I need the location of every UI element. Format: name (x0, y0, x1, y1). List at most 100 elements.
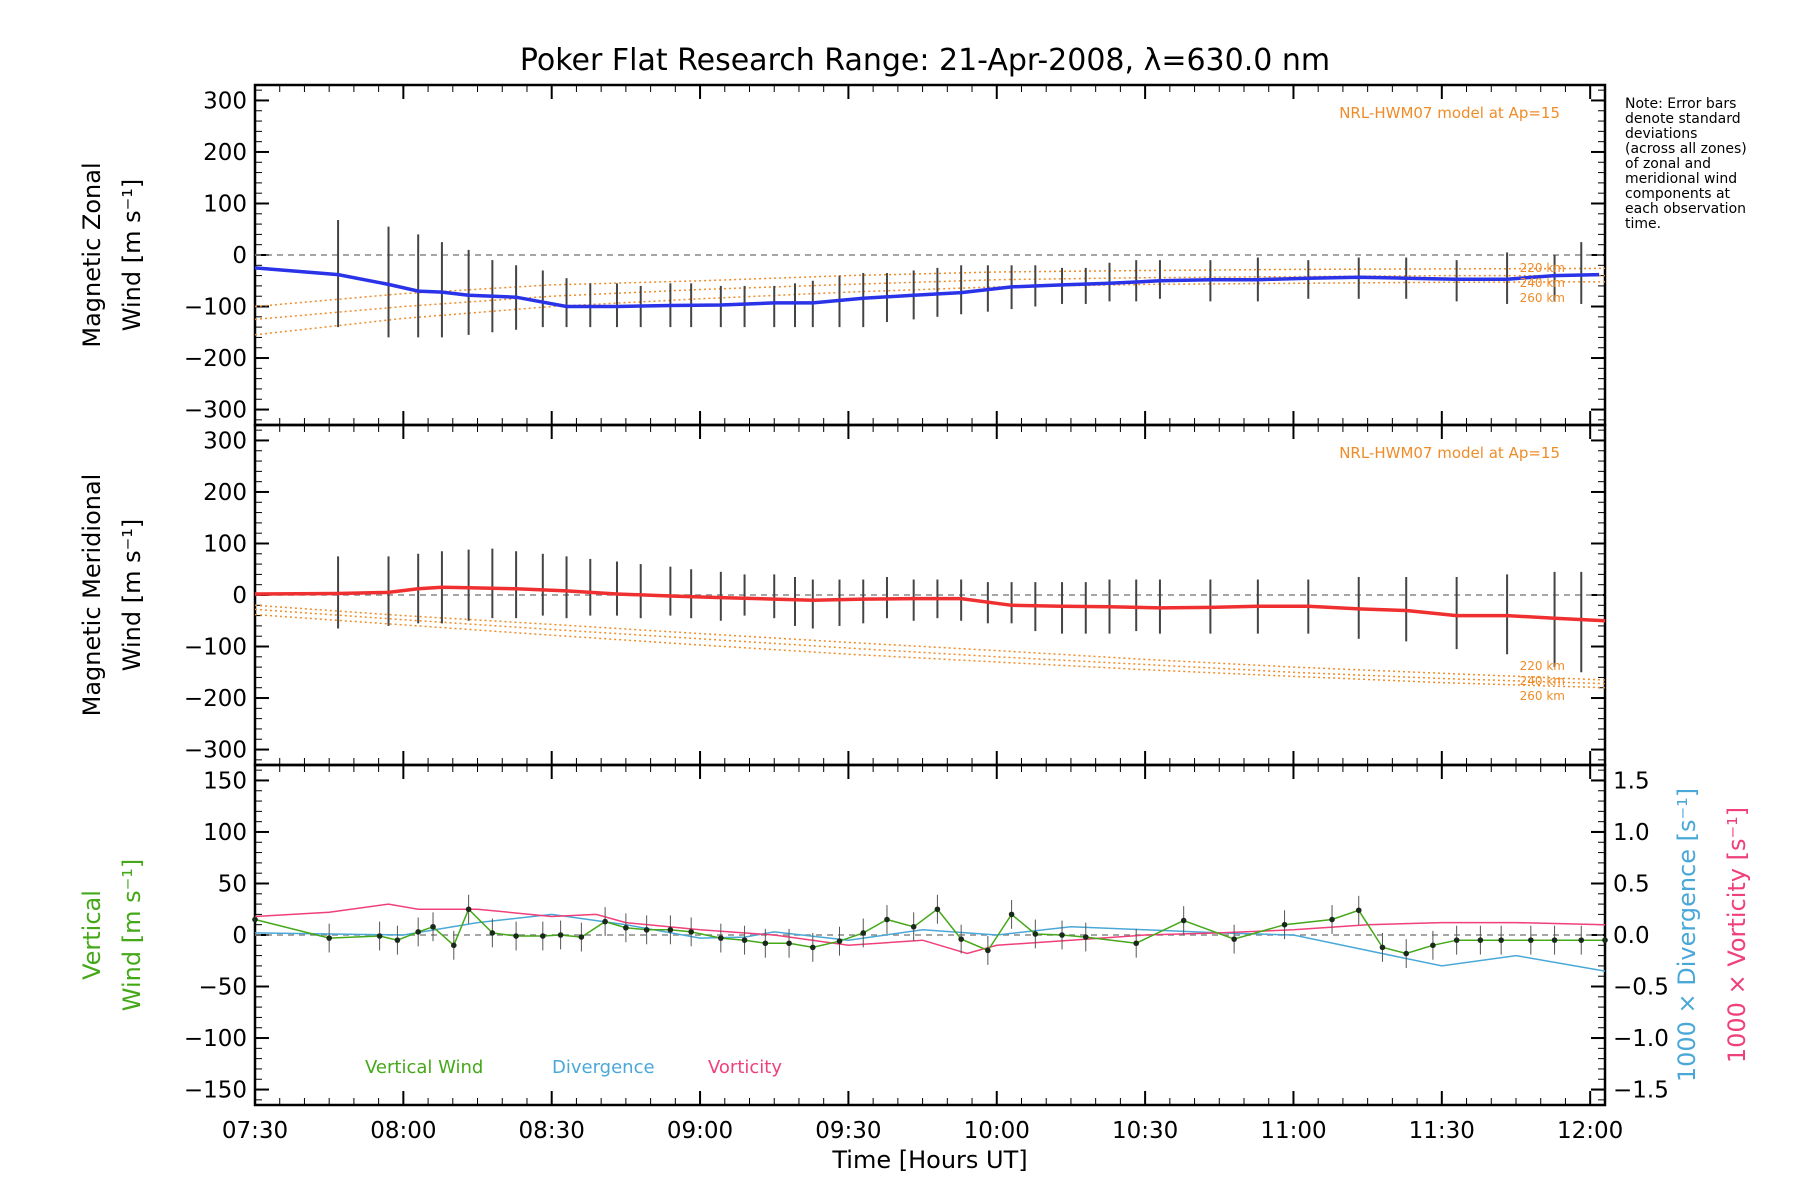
vertical-tick-label: 0 (232, 923, 247, 949)
vertical-wind-point (1355, 907, 1362, 914)
meridional-model-label: NRL-HWM07 model at Ap=15 (1339, 444, 1560, 462)
zonal-ylabel-line2: Wind [m s⁻¹] (118, 179, 146, 331)
zonal-model-alt-220: 220 km (1520, 261, 1565, 275)
vertical-wind-point (430, 923, 436, 930)
x-tick-label: 10:30 (1112, 1118, 1178, 1144)
vorticity-ylabel: 1000 × Vorticity [s⁻¹] (1723, 807, 1751, 1063)
vertical-wind-point (934, 906, 941, 913)
x-tick-label: 11:00 (1260, 1118, 1326, 1144)
vertical-tick-label: −100 (184, 1026, 247, 1052)
vertical-wind-point (1578, 937, 1585, 943)
meridional-tick-label: 0 (232, 583, 247, 609)
x-tick-label: 08:30 (519, 1118, 585, 1144)
divergence-ylabel: 1000 × Divergence [s⁻¹] (1673, 788, 1701, 1082)
figure-title: Poker Flat Research Range: 21-Apr-2008, … (520, 43, 1330, 78)
vertical-y2-tick-label: 1.5 (1613, 768, 1650, 794)
vertical-xtick-group: 07:30 08:00 08:30 09:00 09:30 10:00 10:30 11:00… (222, 765, 1623, 1144)
meridional-tick-label: 300 (203, 428, 247, 454)
vertical-wind-point (450, 942, 457, 949)
vertical-ylabel-line2: Wind [m s⁻¹] (118, 859, 146, 1011)
x-tick-label: 07:30 (222, 1118, 288, 1144)
vertical-wind-point (1477, 937, 1484, 943)
meridional-panel: 300 200 100 0 −100 −200 −300 Magnetic Meridion… (78, 423, 1607, 767)
meridional-model-line (254, 604, 1606, 681)
meridional-tick-label: −200 (184, 686, 247, 712)
meridional-tick-label: 200 (203, 480, 247, 506)
note-line: of zonal and (1625, 156, 1711, 172)
vertical-wind-point (1032, 931, 1039, 937)
vertical-wind-point (540, 933, 546, 939)
note-line: deviations (1625, 126, 1697, 142)
vertical-y2-tick-label: 1.0 (1613, 820, 1650, 846)
x-tick-label: 08:00 (370, 1118, 436, 1144)
zonal-mean-line (254, 266, 1600, 309)
x-tick-label: 09:30 (815, 1118, 881, 1144)
vertical-wind-point (786, 940, 792, 947)
meridional-tick-label: −300 (184, 738, 247, 764)
zonal-model-alt-240: 240 km (1520, 276, 1565, 290)
vertical-wind-point (1528, 937, 1534, 943)
vertical-y2-tick-label: 0.0 (1613, 923, 1650, 949)
zonal-ylabel-line1: Magnetic Zonal (78, 162, 106, 347)
vertical-wind-point (810, 944, 816, 951)
vertical-y2-tick-label: −1.5 (1613, 1078, 1669, 1104)
zonal-ytick-group: 300 200 100 0 −100 −200 −300 (184, 85, 1605, 425)
divergence-line (254, 913, 1606, 972)
vertical-wind-point (910, 923, 917, 930)
x-tick-label: 11:30 (1409, 1118, 1475, 1144)
vertical-tick-label: 150 (203, 768, 247, 794)
vertical-wind-point (1379, 944, 1386, 951)
vertical-wind-point (394, 937, 401, 943)
note-line: meridional wind (1625, 171, 1737, 187)
x-tick-label: 10:00 (964, 1118, 1030, 1144)
meridional-model-alt-240: 240 km (1520, 674, 1565, 688)
vertical-wind-point (578, 934, 585, 940)
zonal-tick-label: −100 (184, 295, 247, 321)
vertical-wind-point (465, 906, 472, 913)
vertical-point-group (252, 906, 1608, 957)
vertical-wind-point (1453, 937, 1460, 943)
vertical-y2-tick-label: −1.0 (1613, 1026, 1669, 1052)
zonal-model-label: NRL-HWM07 model at Ap=15 (1339, 104, 1560, 122)
vertical-wind-point (602, 918, 608, 925)
vertical-wind-point (252, 916, 258, 923)
vertical-wind-point (1281, 921, 1288, 928)
meridional-model-alt-220: 220 km (1520, 659, 1565, 673)
zonal-panel: 300 200 100 0 −100 −200 −300 Magnetic Zonal Wi… (78, 83, 1607, 427)
meridional-model-group (254, 604, 1606, 689)
vertical-wind-point (376, 933, 383, 939)
vertical-wind-point (513, 933, 519, 939)
vertical-wind-point (1403, 950, 1410, 957)
x-tick-label: 09:00 (667, 1118, 733, 1144)
zonal-tick-label: −300 (184, 398, 247, 424)
vertical-panel: 150 100 50 0 −50 −100 −150 1.5 1.0 0.5 0.0 −0.5 −1.… (78, 763, 1751, 1174)
vertical-wind-point (1082, 934, 1089, 940)
note-line: components at (1625, 186, 1731, 202)
vertical-ytick-group: 150 100 50 0 −50 −100 −150 (184, 768, 1605, 1104)
zonal-model-alt-260: 260 km (1520, 291, 1565, 305)
vertical-wind-point (1430, 942, 1436, 949)
zonal-model-line (254, 274, 1605, 321)
zonal-tick-label: 300 (203, 88, 247, 114)
vertical-wind-point (1059, 932, 1065, 938)
vertical-y2-tick-label: 0.5 (1613, 871, 1650, 897)
zonal-tick-label: 100 (203, 191, 247, 217)
vertical-wind-point (489, 930, 496, 936)
meridional-ytick-group: 300 200 100 0 −100 −200 −300 (184, 425, 1605, 765)
meridional-ylabel-line1: Magnetic Meridional (78, 474, 106, 717)
vertical-tick-label: 100 (203, 820, 247, 846)
meridional-model-alt-260: 260 km (1520, 689, 1565, 703)
vertical-wind-point (1602, 937, 1608, 943)
vertical-wind-point (1498, 937, 1504, 943)
vertical-wind-point (836, 938, 843, 944)
zonal-tick-label: 0 (232, 243, 247, 269)
legend-divergence: Divergence (552, 1057, 655, 1078)
vertical-wind-point (958, 936, 964, 942)
meridional-mean-line (254, 585, 1606, 623)
note-block: Note: Error bars denote standard deviati… (1625, 96, 1747, 232)
vertical-wind-point (643, 927, 650, 933)
vertical-wind-point (985, 947, 991, 954)
zonal-model-line (254, 281, 1606, 336)
note-line: (across all zones) (1625, 141, 1747, 157)
vertical-tick-label: −50 (198, 975, 247, 1001)
